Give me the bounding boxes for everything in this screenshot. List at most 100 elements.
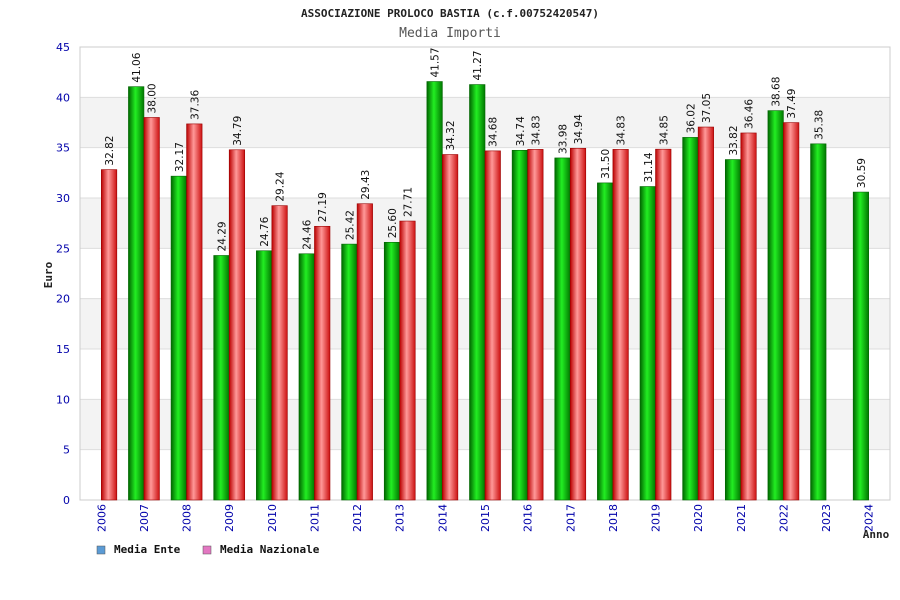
- x-tick-label: 2016: [522, 504, 535, 532]
- bar-media-ente-2011: [298, 253, 315, 501]
- legend: Media Ente Media Nazionale: [96, 543, 320, 556]
- bar-media-nazionale-2020: [697, 126, 714, 501]
- x-tick-label: 2007: [138, 504, 151, 532]
- bar-value-label: 41.27: [472, 50, 484, 80]
- y-tick-label: 15: [56, 343, 70, 356]
- bar-value-label: 31.14: [643, 152, 655, 182]
- x-tick-label: 2006: [95, 504, 108, 532]
- bar-value-label: 27.71: [402, 187, 414, 217]
- y-tick-label: 25: [56, 242, 70, 255]
- bar-media-nazionale-2012: [356, 203, 373, 501]
- x-tick-label: 2018: [607, 504, 620, 532]
- bar-value-label: 41.57: [430, 47, 442, 77]
- x-tick-label: 2015: [479, 504, 492, 532]
- chart-subtitle: Media Importi: [399, 26, 501, 41]
- x-axis-ticks: 2006 2007 2008 2009 2010 2011 2012 2013 2014 2015…: [95, 504, 875, 532]
- bar-media-nazionale-2022: [783, 122, 800, 501]
- bar-media-nazionale-2010: [271, 205, 288, 501]
- bar-value-label: 25.42: [344, 210, 356, 240]
- bar-media-ente-2020: [682, 137, 699, 501]
- bar-value-label: 37.49: [786, 89, 798, 119]
- y-tick-label: 20: [56, 293, 70, 306]
- bar-media-ente-2008: [170, 175, 187, 501]
- bar-media-nazionale-2019: [655, 148, 672, 501]
- bar-value-label: 29.43: [360, 170, 372, 200]
- x-tick-label: 2010: [266, 504, 279, 532]
- bar-media-ente-2007: [128, 86, 145, 501]
- bar-media-nazionale-2008: [186, 123, 203, 501]
- y-tick-label: 10: [56, 393, 70, 406]
- y-axis-label: Euro: [42, 261, 55, 288]
- y-axis-ticks: 0 5 10 15 20 25 30 35 40 45: [56, 41, 70, 507]
- bar-media-ente-2012: [341, 243, 358, 501]
- x-tick-label: 2022: [777, 504, 790, 532]
- y-tick-label: 40: [56, 91, 70, 104]
- bar-media-ente-2021: [724, 159, 742, 501]
- bar-media-nazionale-2014: [442, 154, 459, 501]
- x-tick-label: 2023: [820, 504, 833, 532]
- x-tick-label: 2008: [181, 504, 194, 532]
- bar-media-nazionale-2018: [612, 149, 629, 501]
- bar-value-label: 30.59: [856, 158, 868, 188]
- y-tick-label: 30: [56, 192, 70, 205]
- bar-media-ente-2013: [383, 241, 401, 501]
- bar-media-nazionale-2011: [314, 225, 331, 501]
- x-tick-label: 2011: [308, 504, 321, 532]
- x-tick-label: 2017: [564, 504, 577, 532]
- bar-media-nazionale-2007: [143, 117, 160, 501]
- x-axis-label: Anno: [863, 528, 890, 541]
- bar-media-nazionale-2015: [484, 150, 501, 501]
- y-tick-label: 35: [56, 142, 70, 155]
- legend-label-media-nazionale: Media Nazionale: [220, 543, 320, 556]
- bar-value-label: 33.98: [558, 124, 570, 154]
- bar-value-label: 34.83: [616, 115, 628, 145]
- legend-label-media-ente: Media Ente: [114, 543, 181, 556]
- x-tick-label: 2009: [223, 504, 236, 532]
- bar-value-label: 37.36: [189, 90, 201, 120]
- bar-value-label: 24.29: [216, 221, 228, 251]
- bar-value-label: 34.83: [530, 115, 542, 145]
- bar-media-ente-2014: [426, 81, 443, 501]
- bar-value-label: 35.38: [813, 110, 825, 140]
- legend-swatch-media-ente: [96, 545, 106, 555]
- chart-title: ASSOCIAZIONE PROLOCO BASTIA (c.f.0075242…: [301, 7, 599, 20]
- bar-media-nazionale-2021: [740, 132, 757, 501]
- bar-media-ente-2009: [213, 255, 230, 501]
- bar-value-label: 34.68: [488, 117, 500, 147]
- x-tick-label: 2021: [735, 504, 748, 532]
- bar-value-label: 34.79: [232, 116, 244, 146]
- x-tick-label: 2014: [436, 504, 449, 532]
- bar-media-nazionale-2013: [399, 220, 416, 501]
- bar-value-label: 34.74: [515, 116, 527, 146]
- bar-value-label: 32.82: [104, 136, 116, 166]
- legend-swatch-media-nazionale: [202, 545, 212, 555]
- y-tick-label: 5: [63, 444, 70, 457]
- bar-value-label: 38.68: [771, 77, 783, 107]
- bar-value-label: 37.05: [701, 93, 713, 123]
- bar-value-label: 32.17: [174, 142, 186, 172]
- bar-media-nazionale-2016: [527, 149, 544, 501]
- bar-media-ente-2015: [469, 84, 486, 501]
- bar-value-label: 29.24: [275, 171, 287, 201]
- x-tick-label: 2012: [351, 504, 364, 532]
- bar-media-nazionale-2006: [101, 169, 118, 501]
- bar-value-label: 38.00: [147, 83, 159, 113]
- bar-value-label: 36.02: [685, 103, 697, 133]
- y-tick-label: 0: [63, 494, 70, 507]
- bar-value-label: 41.06: [131, 52, 143, 82]
- x-tick-label: 2019: [650, 504, 663, 532]
- bar-value-label: 34.85: [658, 115, 670, 145]
- bar-labels-group: 32.82 41.06 38.00 32.17 37.36 24.29 34.79 24.76…: [104, 47, 868, 251]
- bar-value-label: 33.82: [728, 125, 740, 155]
- bar-value-label: 36.46: [744, 99, 756, 129]
- bar-value-label: 34.32: [445, 120, 457, 150]
- bar-media-ente-2010: [256, 250, 273, 501]
- bar-value-label: 24.46: [302, 219, 314, 249]
- bar-value-label: 25.60: [387, 208, 399, 238]
- bar-media-ente-2023: [810, 143, 827, 501]
- bar-value-label: 24.76: [259, 216, 271, 246]
- bar-value-label: 31.50: [600, 149, 612, 179]
- bar-value-label: 27.19: [317, 192, 329, 222]
- bar-media-nazionale-2017: [569, 147, 587, 501]
